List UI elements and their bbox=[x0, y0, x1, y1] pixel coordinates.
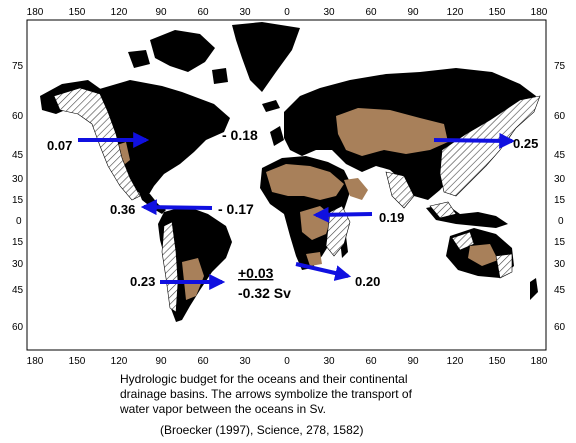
british-isles bbox=[270, 126, 284, 146]
hatch-australia-south bbox=[495, 253, 513, 279]
flux-east-asia: 0.25 bbox=[513, 136, 538, 151]
flux-tropical-atlantic: - 0.17 bbox=[218, 201, 254, 217]
flux-north-pacific: 0.07 bbox=[47, 138, 72, 153]
lat-tick: 60 bbox=[554, 111, 566, 122]
lat-tick: 15 bbox=[12, 195, 24, 206]
lon-tick: 120 bbox=[111, 356, 128, 367]
flux-north-atlantic: - 0.18 bbox=[222, 127, 258, 143]
arctic-islands bbox=[150, 30, 215, 72]
lat-tick: 75 bbox=[12, 61, 24, 72]
basin-south-america-east bbox=[182, 258, 204, 300]
flux-south-atlantic-out: 0.20 bbox=[355, 274, 380, 289]
lon-tick: 120 bbox=[447, 356, 464, 367]
lat-tick: 30 bbox=[12, 174, 24, 185]
lat-ticks-right: 75 60 45 30 15 0 15 30 45 60 bbox=[554, 61, 566, 333]
arrow-tropical-atlantic bbox=[140, 199, 213, 216]
arrow-indian-to-atlantic bbox=[312, 206, 373, 223]
lon-tick: 30 bbox=[239, 7, 251, 18]
lat-tick: 15 bbox=[554, 195, 566, 206]
hatch-indian-asia bbox=[385, 171, 415, 209]
lon-tick: 90 bbox=[407, 356, 419, 367]
lon-tick: 60 bbox=[365, 7, 377, 18]
iceland bbox=[262, 100, 280, 112]
lat-tick: 0 bbox=[558, 216, 564, 227]
hatch-east-africa bbox=[325, 205, 351, 257]
lat-tick: 0 bbox=[16, 216, 22, 227]
flux-west-pacific: 0.36 bbox=[110, 202, 135, 217]
lon-ticks-top: 180 150 120 90 60 30 0 30 60 90 120 150 … bbox=[27, 7, 548, 18]
lat-tick: 45 bbox=[12, 150, 24, 161]
lon-tick: 180 bbox=[27, 356, 44, 367]
basin-south-africa bbox=[306, 252, 322, 266]
pacific-drainage-basins bbox=[53, 87, 541, 313]
north-america bbox=[94, 80, 230, 196]
arrow-south-atlantic-out bbox=[295, 262, 352, 281]
lon-tick: 0 bbox=[284, 7, 290, 18]
hatch-australia-north bbox=[451, 231, 475, 251]
lon-tick: 90 bbox=[155, 356, 167, 367]
lat-tick: 30 bbox=[12, 259, 24, 270]
hatch-north-america-west bbox=[53, 87, 141, 201]
world-map: 180 150 120 90 60 30 0 30 60 90 120 150 … bbox=[12, 7, 566, 367]
lon-tick: 150 bbox=[489, 356, 506, 367]
lon-tick: 150 bbox=[489, 7, 506, 18]
lon-tick: 30 bbox=[239, 356, 251, 367]
hatch-south-america-west bbox=[161, 221, 179, 313]
lat-tick: 60 bbox=[12, 322, 24, 333]
lon-tick: 30 bbox=[323, 7, 335, 18]
lat-tick: 75 bbox=[554, 61, 566, 72]
lon-tick: 30 bbox=[323, 356, 335, 367]
lon-tick: 90 bbox=[155, 7, 167, 18]
lat-tick: 45 bbox=[554, 285, 566, 296]
flux-south-atlantic-net: -0.32 Sv bbox=[238, 285, 291, 301]
caption-line: water vapor between the oceans in Sv. bbox=[120, 402, 326, 416]
basin-europe-asia bbox=[336, 108, 448, 156]
figure-caption: Hydrologic budget for the oceans and the… bbox=[120, 372, 420, 417]
lat-tick: 60 bbox=[12, 111, 24, 122]
lat-tick: 30 bbox=[554, 174, 566, 185]
lon-tick: 120 bbox=[447, 7, 464, 18]
lon-ticks-bottom: 180 150 120 90 60 30 0 30 60 90 120 150 … bbox=[27, 356, 548, 367]
caption-line: drainage basins. The arrows symbolize th… bbox=[120, 387, 412, 401]
basin-arabia bbox=[344, 178, 368, 200]
arrow-east-asia bbox=[433, 132, 516, 149]
lat-tick: 15 bbox=[12, 237, 24, 248]
lon-tick: 60 bbox=[197, 356, 209, 367]
lon-tick: 180 bbox=[531, 356, 548, 367]
lon-tick: 60 bbox=[197, 7, 209, 18]
lon-tick: 0 bbox=[284, 356, 290, 367]
lat-tick: 30 bbox=[554, 259, 566, 270]
lon-tick: 120 bbox=[111, 7, 128, 18]
vapor-arrows bbox=[78, 132, 516, 290]
lat-tick: 60 bbox=[554, 322, 566, 333]
lon-tick: 90 bbox=[407, 7, 419, 18]
new-zealand bbox=[530, 278, 538, 300]
flux-south-atlantic-balance: +0.03 bbox=[238, 265, 274, 281]
lon-tick: 180 bbox=[27, 7, 44, 18]
hatch-indonesia bbox=[429, 201, 457, 219]
greenland bbox=[232, 22, 300, 92]
figure-citation: (Broecker (1997), Science, 278, 1582) bbox=[160, 423, 364, 437]
basin-australia bbox=[468, 244, 498, 266]
lon-tick: 150 bbox=[69, 356, 86, 367]
lon-tick: 150 bbox=[69, 7, 86, 18]
basin-north-africa bbox=[266, 164, 344, 200]
caption-line: Hydrologic budget for the oceans and the… bbox=[120, 372, 408, 386]
lat-tick: 45 bbox=[554, 150, 566, 161]
flux-labels: 0.07 - 0.18 - 0.17 0.36 0.19 0.23 +0.03 … bbox=[47, 127, 538, 301]
lat-tick: 45 bbox=[12, 285, 24, 296]
lat-ticks-left: 75 60 45 30 15 0 15 30 45 60 bbox=[12, 61, 24, 333]
flux-south-pacific: 0.23 bbox=[130, 274, 155, 289]
lat-tick: 15 bbox=[554, 237, 566, 248]
flux-indian: 0.19 bbox=[379, 210, 404, 225]
lon-tick: 60 bbox=[365, 356, 377, 367]
lon-tick: 180 bbox=[531, 7, 548, 18]
